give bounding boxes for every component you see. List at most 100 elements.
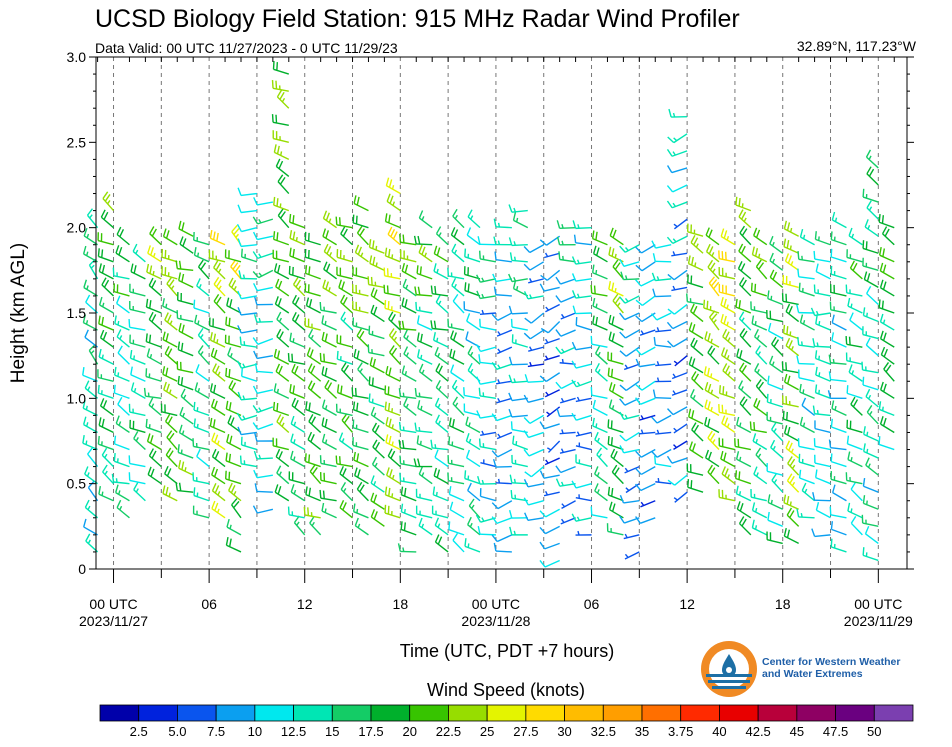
wind-barb [651,240,672,249]
wind-barb [194,382,210,399]
wind-barb [98,315,114,331]
wind-barb [252,505,274,514]
wind-barb [145,368,162,382]
wind-barb [653,336,672,348]
wind-barb [491,448,513,458]
wind-barb [785,337,800,357]
wind-barb [253,469,273,479]
wind-barb [117,345,130,365]
wind-barb [594,345,608,365]
wind-barb [307,380,322,399]
wind-barb [846,435,863,451]
wind-barb [339,465,353,485]
wind-barb [129,334,146,348]
wind-barb [357,362,369,382]
wind-barb [785,303,800,323]
wind-barb [862,477,879,493]
wind-barb [100,209,114,229]
wind-barb [465,416,481,434]
wind-barb [556,220,576,229]
wind-barb [751,502,768,519]
wind-barb [539,508,560,518]
wind-barb [386,467,401,485]
wind-barb [736,501,752,519]
wind-barb [753,398,768,416]
wind-barb [370,475,385,493]
wind-barb [83,279,98,297]
wind-barb [435,379,449,399]
wind-barb [451,379,465,399]
wind-barb [862,495,879,510]
wind-barb [704,399,720,417]
wind-barb [619,494,640,504]
wind-barb [639,329,656,336]
wind-barb [493,542,512,553]
wind-barb [275,158,290,178]
wind-barb [786,507,800,527]
wind-barb [573,234,592,246]
wind-barb [845,335,863,348]
wind-barb [416,435,433,451]
wind-barb [99,398,114,416]
wind-barb [415,505,433,519]
wind-barb [478,387,497,400]
wind-barb [308,328,322,348]
wind-barb [129,283,146,297]
wind-barb [416,332,433,348]
colorbar-swatch [757,704,798,722]
wind-barb [540,321,561,334]
x-axis-label: Time (UTC, PDT +7 hours) [400,641,615,661]
chart-title: UCSD Biology Field Station: 915 MHz Rada… [95,5,740,33]
wind-barb [309,515,322,536]
wind-barb [192,472,210,485]
wind-barb [239,455,258,468]
wind-barb [753,466,768,485]
wind-barb [319,301,337,314]
wind-barb [448,486,465,502]
wind-barb [130,263,146,280]
wind-barb [721,415,736,434]
wind-barb [161,266,178,280]
wind-barb [540,269,561,281]
wind-barb [767,375,783,391]
wind-barb [509,252,528,263]
wind-barb [323,261,338,280]
wind-barb [398,421,417,434]
wind-barb [493,236,512,246]
wind-barb [755,345,768,365]
wind-barb [163,381,178,399]
wind-barb [384,213,401,229]
wind-barb [164,465,178,485]
wind-barb [718,283,736,297]
wind-barb [211,466,226,485]
colorbar-swatch [448,704,488,722]
x-tick-label: 00 UTC [472,596,520,612]
wind-barb [547,440,561,453]
wind-barb [751,246,768,263]
wind-barb [831,484,847,502]
wind-barb [322,228,337,246]
wind-barb [687,479,704,493]
wind-barb [178,460,194,476]
x-tick-label: 06 [584,596,600,612]
wind-barb [523,479,544,488]
wind-barb [304,248,321,263]
wind-barb [607,486,624,502]
wind-barb [846,249,863,263]
wind-barb [555,276,576,285]
wind-barb [385,365,401,382]
wind-barb [354,517,369,536]
wind-barb [558,251,576,263]
wind-barb [227,347,242,365]
wind-barb [524,512,544,521]
wind-barb [129,349,146,365]
wind-barb [179,236,194,254]
colorbar-tick-label: 15 [325,724,339,739]
wind-barb [798,453,815,468]
wind-barb [401,297,417,314]
wind-barb [164,312,178,331]
wind-barb [240,248,258,263]
wind-barb [370,406,385,425]
wind-barb [276,465,290,485]
wind-barb [111,473,130,485]
